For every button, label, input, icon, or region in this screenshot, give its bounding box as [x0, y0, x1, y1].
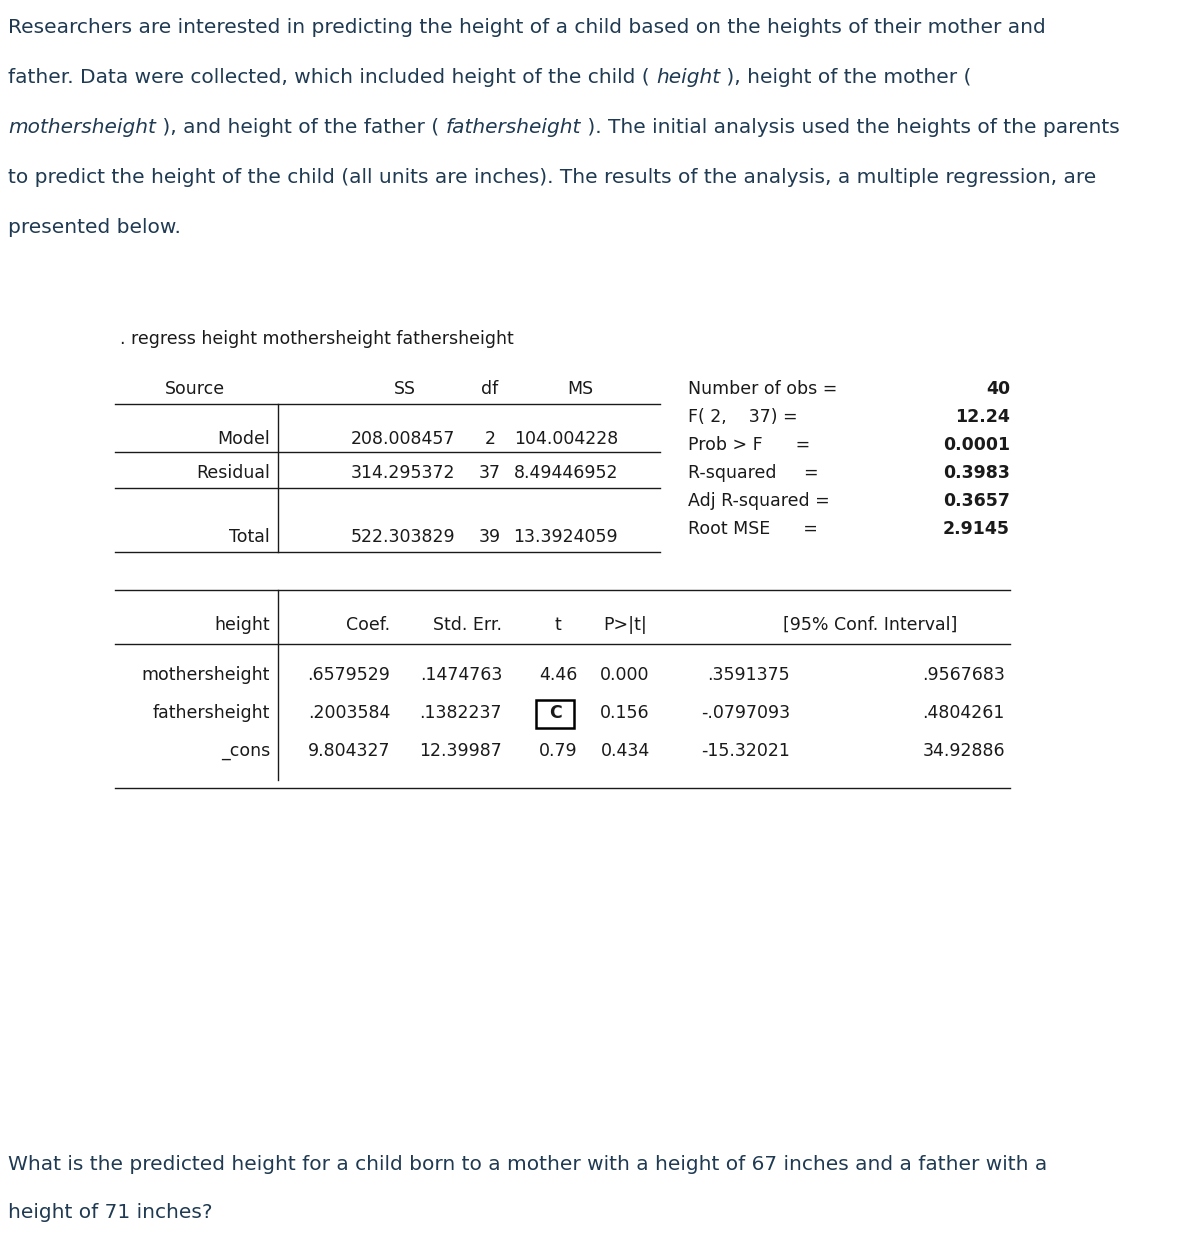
Text: .6579529: .6579529 — [307, 666, 390, 684]
Text: 34.92886: 34.92886 — [923, 742, 1006, 760]
Text: fathersheight: fathersheight — [152, 704, 270, 722]
Text: Std. Err.: Std. Err. — [433, 616, 502, 634]
Text: 104.004228: 104.004228 — [514, 429, 618, 448]
Text: mothersheight: mothersheight — [8, 118, 156, 136]
Text: 208.008457: 208.008457 — [350, 429, 455, 448]
Text: Adj R-squared =: Adj R-squared = — [688, 492, 829, 510]
Text: F( 2,    37) =: F( 2, 37) = — [688, 408, 798, 426]
Text: fathersheight: fathersheight — [445, 118, 581, 136]
Text: -15.32021: -15.32021 — [701, 742, 790, 760]
Text: 2: 2 — [485, 429, 496, 448]
Text: Source: Source — [164, 381, 226, 398]
Text: Model: Model — [217, 429, 270, 448]
Text: .4804261: .4804261 — [923, 704, 1006, 722]
Text: Root MSE      =: Root MSE = — [688, 520, 818, 538]
Text: t: t — [554, 616, 562, 634]
Text: 0.156: 0.156 — [600, 704, 650, 722]
Text: R-squared     =: R-squared = — [688, 464, 818, 482]
Text: Total: Total — [229, 528, 270, 546]
Bar — [536, 700, 574, 727]
Text: ), and height of the father (: ), and height of the father ( — [156, 118, 445, 136]
Text: Coef.: Coef. — [346, 616, 390, 634]
Text: presented below.: presented below. — [8, 218, 181, 237]
Text: 314.295372: 314.295372 — [350, 464, 455, 482]
Text: .9567683: .9567683 — [922, 666, 1006, 684]
Text: to predict the height of the child (all units are inches). The results of the an: to predict the height of the child (all … — [8, 168, 1097, 187]
Text: 13.3924059: 13.3924059 — [514, 528, 618, 546]
Text: 0.000: 0.000 — [600, 666, 649, 684]
Text: height: height — [215, 616, 270, 634]
Text: 522.303829: 522.303829 — [350, 528, 455, 546]
Text: C: C — [548, 704, 562, 722]
Text: _cons: _cons — [221, 742, 270, 760]
Text: father. Data were collected, which included height of the child (: father. Data were collected, which inclu… — [8, 68, 656, 86]
Text: .3591375: .3591375 — [707, 666, 790, 684]
Text: .1382237: .1382237 — [420, 704, 502, 722]
Text: 37: 37 — [479, 464, 502, 482]
Text: 4.46: 4.46 — [539, 666, 577, 684]
Text: SS: SS — [394, 381, 416, 398]
Text: df: df — [481, 381, 499, 398]
Text: height: height — [656, 68, 720, 86]
Text: 0.434: 0.434 — [600, 742, 649, 760]
Text: 39: 39 — [479, 528, 502, 546]
Text: .2003584: .2003584 — [307, 704, 390, 722]
Text: What is the predicted height for a child born to a mother with a height of 67 in: What is the predicted height for a child… — [8, 1156, 1048, 1174]
Text: Number of obs =: Number of obs = — [688, 381, 838, 398]
Text: -.0797093: -.0797093 — [701, 704, 790, 722]
Text: 0.0001: 0.0001 — [943, 436, 1010, 454]
Text: 8.49446952: 8.49446952 — [514, 464, 618, 482]
Text: Researchers are interested in predicting the height of a child based on the heig: Researchers are interested in predicting… — [8, 18, 1045, 38]
Text: 2.9145: 2.9145 — [943, 520, 1010, 538]
Text: 0.79: 0.79 — [539, 742, 577, 760]
Text: .1474763: .1474763 — [420, 666, 502, 684]
Text: [95% Conf. Interval]: [95% Conf. Interval] — [782, 616, 958, 634]
Text: MS: MS — [566, 381, 593, 398]
Text: Prob > F      =: Prob > F = — [688, 436, 810, 454]
Text: . regress height mothersheight fathersheight: . regress height mothersheight fathershe… — [120, 331, 514, 348]
Text: 40: 40 — [986, 381, 1010, 398]
Text: ), height of the mother (: ), height of the mother ( — [720, 68, 972, 86]
Text: 0.3983: 0.3983 — [943, 464, 1010, 482]
Text: 12.39987: 12.39987 — [419, 742, 502, 760]
Text: 0.3657: 0.3657 — [943, 492, 1010, 510]
Text: 12.24: 12.24 — [955, 408, 1010, 426]
Text: height of 71 inches?: height of 71 inches? — [8, 1203, 212, 1222]
Text: ). The initial analysis used the heights of the parents: ). The initial analysis used the heights… — [581, 118, 1120, 136]
Text: 9.804327: 9.804327 — [307, 742, 390, 760]
Text: mothersheight: mothersheight — [142, 666, 270, 684]
Text: P>|t|: P>|t| — [604, 616, 647, 634]
Text: Residual: Residual — [196, 464, 270, 482]
